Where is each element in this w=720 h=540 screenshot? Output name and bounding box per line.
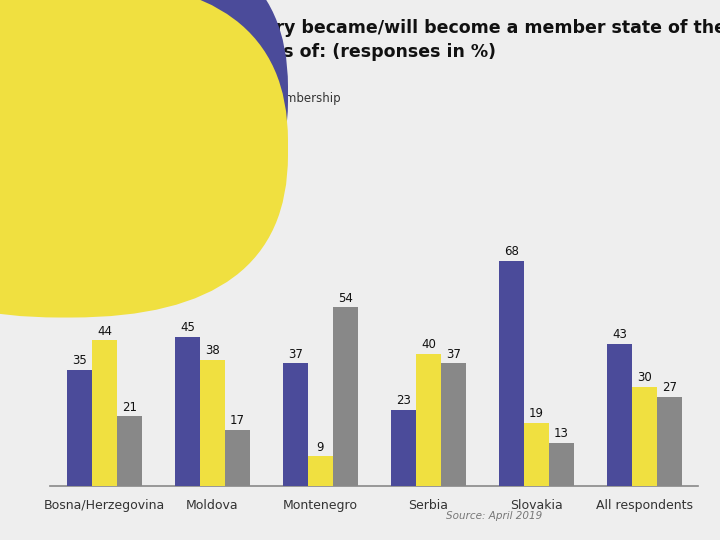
Text: 40: 40 — [421, 338, 436, 351]
Text: 35: 35 — [72, 354, 87, 367]
Bar — [632, 387, 657, 486]
Bar — [549, 443, 574, 486]
Text: 30: 30 — [637, 371, 652, 384]
Bar — [67, 370, 92, 486]
Text: 13: 13 — [554, 427, 569, 440]
Bar — [225, 430, 250, 486]
Text: 19: 19 — [529, 407, 544, 421]
Bar — [657, 396, 682, 486]
Bar — [391, 410, 416, 486]
Text: 54: 54 — [338, 292, 353, 305]
Bar — [416, 354, 441, 486]
Bar — [524, 423, 549, 486]
Text: 37: 37 — [288, 348, 303, 361]
Text: 27: 27 — [662, 381, 677, 394]
Bar — [283, 363, 308, 486]
Text: 17: 17 — [230, 414, 245, 427]
Text: Graph 5: If your country became/will become a member state of the EU, it: Graph 5: If your country became/will bec… — [59, 19, 720, 37]
Text: 9: 9 — [317, 441, 324, 454]
Bar — [333, 307, 358, 486]
Bar — [308, 456, 333, 486]
Text: Political decision of the EU only: Political decision of the EU only — [77, 146, 261, 159]
Bar — [200, 360, 225, 486]
Text: conditions: conditions — [77, 107, 138, 120]
Bar — [92, 340, 117, 486]
Bar — [117, 416, 142, 486]
Text: 43: 43 — [612, 328, 627, 341]
Text: 23: 23 — [396, 394, 411, 407]
Text: 21: 21 — [122, 401, 137, 414]
Text: Source: April 2019: Source: April 2019 — [446, 511, 543, 521]
Bar — [441, 363, 466, 486]
Text: 45: 45 — [180, 321, 195, 334]
Text: 44: 44 — [97, 325, 112, 338]
Bar — [175, 337, 200, 486]
Text: 37: 37 — [446, 348, 461, 361]
Bar — [499, 261, 524, 486]
Bar — [607, 343, 632, 486]
Text: Real progress and fullfilment of membership: Real progress and fullfilment of members… — [77, 92, 341, 105]
Text: 68: 68 — [504, 245, 519, 258]
Text: 38: 38 — [205, 345, 220, 357]
Text: was/will be on the basis of: (responses in %): was/will be on the basis of: (responses … — [59, 43, 496, 61]
